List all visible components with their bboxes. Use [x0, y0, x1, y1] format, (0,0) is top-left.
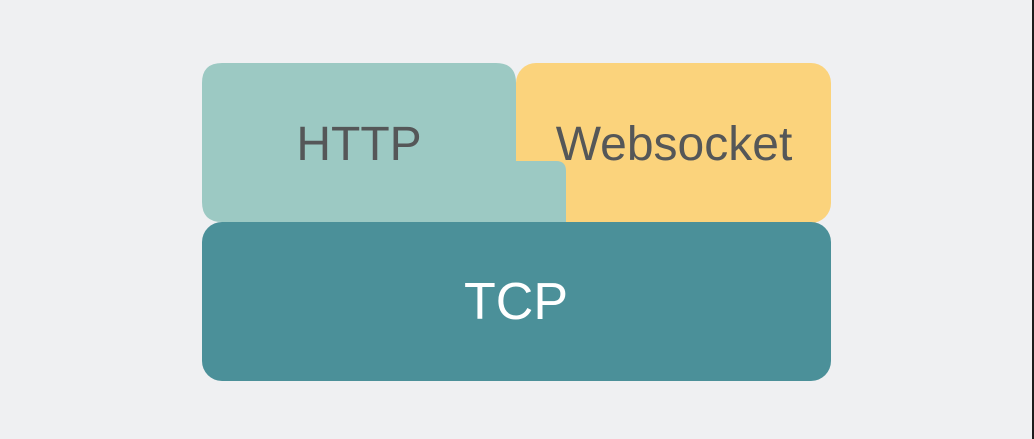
tcp-block [202, 222, 831, 381]
websocket-label: Websocket [555, 117, 793, 171]
tcp-label: TCP [464, 273, 568, 331]
window-edge [1032, 0, 1034, 439]
http-block [202, 63, 566, 222]
websocket-block [516, 63, 831, 223]
http-label: HTTP [296, 117, 422, 171]
